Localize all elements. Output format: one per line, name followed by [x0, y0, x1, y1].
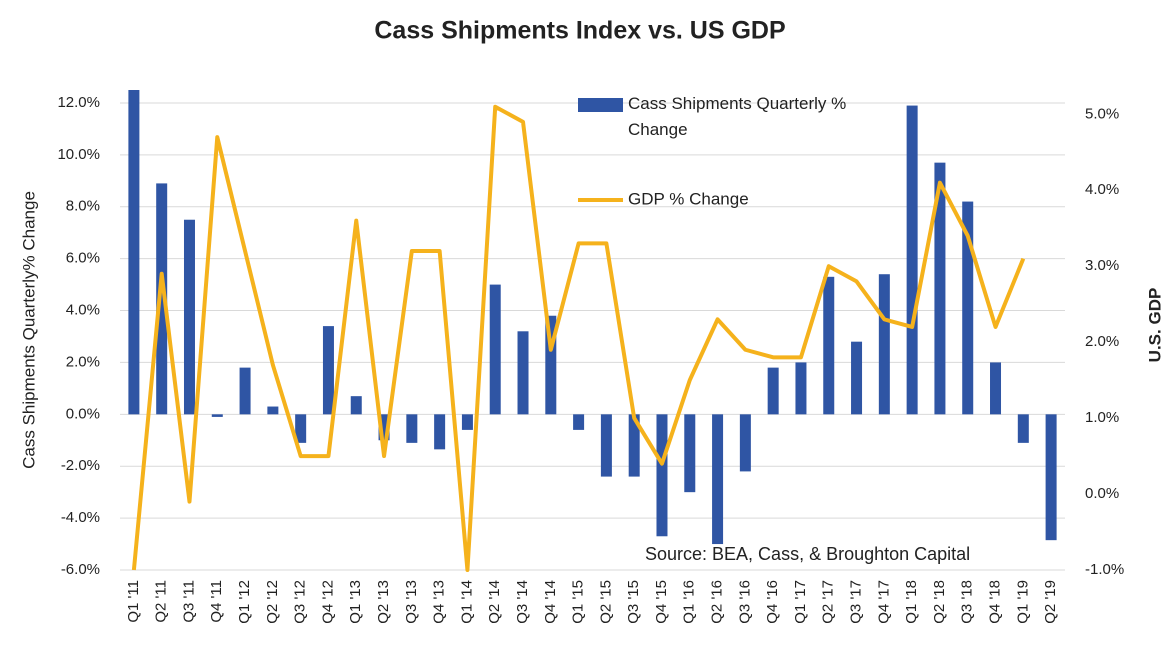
x-tick-label: Q3 '14	[514, 580, 531, 624]
bar	[767, 367, 779, 415]
bar	[656, 414, 668, 537]
y-tick-label: -6.0%	[61, 561, 100, 578]
bar	[322, 326, 334, 415]
legend-swatch	[578, 98, 623, 112]
x-tick-label: Q2 '14	[486, 580, 503, 624]
x-tick-label: Q3 '17	[848, 580, 865, 624]
bar	[267, 406, 279, 415]
bar	[434, 414, 446, 450]
legend-label: Cass Shipments Quarterly % Change	[628, 94, 846, 139]
bar	[350, 396, 362, 415]
bar	[128, 90, 140, 415]
x-tick-label: Q1 '13	[347, 580, 364, 624]
x-tick-label: Q2 '19	[1042, 580, 1059, 624]
bar	[461, 414, 473, 430]
legend-label-line: Cass Shipments Quarterly %	[628, 94, 846, 113]
bar	[684, 414, 696, 493]
bar	[795, 362, 807, 415]
bar	[990, 362, 1002, 415]
x-tick-label: Q2 '11	[153, 580, 170, 623]
x-tick-label: Q2 '18	[931, 580, 948, 624]
y2-tick-label: 0.0%	[1085, 485, 1119, 502]
x-tick-label: Q3 '16	[736, 580, 753, 624]
x-tick-label: Q1 '18	[903, 580, 920, 624]
bar	[962, 201, 974, 415]
bar	[934, 162, 946, 415]
y-tick-label: 0.0%	[66, 405, 100, 422]
x-tick-label: Q4 '17	[875, 580, 892, 624]
bar	[489, 284, 501, 415]
y-tick-label: -2.0%	[61, 457, 100, 474]
x-tick-label: Q4 '16	[764, 580, 781, 624]
y2-tick-label: 2.0%	[1085, 333, 1119, 350]
x-tick-label: Q4 '11	[208, 580, 225, 623]
x-tick-label: Q3 '11	[180, 580, 197, 623]
bar	[545, 315, 557, 415]
bar	[600, 414, 612, 477]
y-tick-label: 2.0%	[66, 353, 100, 370]
bar	[628, 414, 640, 477]
x-tick-label: Q4 '15	[653, 580, 670, 624]
bar	[183, 219, 195, 415]
y-tick-label: 8.0%	[66, 198, 100, 215]
x-tick-label: Q2 '17	[820, 580, 837, 624]
x-tick-label: Q2 '16	[709, 580, 726, 624]
bar	[239, 367, 251, 415]
y2-tick-label: 4.0%	[1085, 181, 1119, 198]
x-tick-label: Q1 '17	[792, 580, 809, 624]
bar	[739, 414, 751, 472]
x-tick-label: Q2 '12	[264, 580, 281, 624]
y2-tick-label: 5.0%	[1085, 105, 1119, 122]
legend-label-line: Change	[628, 120, 688, 139]
y-tick-label: 10.0%	[57, 146, 100, 163]
bar	[1045, 414, 1057, 541]
y2-tick-label: 3.0%	[1085, 257, 1119, 274]
bar	[295, 414, 307, 443]
x-tick-label: Q1 '12	[236, 580, 253, 624]
y-axis-title: Cass Shipments Quarterly% Change	[19, 191, 38, 469]
bar	[211, 414, 223, 417]
source-note: Source: BEA, Cass, & Broughton Capital	[645, 544, 970, 564]
bar	[823, 276, 835, 415]
legend-label: GDP % Change	[628, 189, 749, 208]
x-tick-label: Q1 '16	[681, 580, 698, 624]
bar	[712, 414, 724, 545]
x-tick-label: Q1 '19	[1014, 580, 1031, 624]
x-tick-label: Q2 '13	[375, 580, 392, 624]
x-tick-label: Q4 '13	[431, 580, 448, 624]
x-tick-label: Q3 '12	[292, 580, 309, 624]
bar	[517, 331, 529, 415]
y-tick-label: -4.0%	[61, 509, 100, 526]
x-tick-label: Q2 '15	[597, 580, 614, 624]
y2-axis-title: U.S. GDP	[1145, 288, 1164, 363]
bar	[906, 105, 918, 415]
y2-tick-label: -1.0%	[1085, 561, 1124, 578]
y-tick-label: 12.0%	[57, 94, 100, 111]
y2-tick-label: 1.0%	[1085, 409, 1119, 426]
bar	[378, 414, 390, 441]
x-tick-label: Q3 '15	[625, 580, 642, 624]
bar	[1017, 414, 1029, 443]
bar	[406, 414, 418, 443]
y-tick-label: 4.0%	[66, 302, 100, 319]
x-tick-label: Q1 '14	[458, 580, 475, 624]
x-tick-label: Q3 '18	[959, 580, 976, 624]
bar	[878, 274, 890, 415]
bar	[851, 341, 863, 415]
x-tick-label: Q4 '14	[542, 580, 559, 624]
y-tick-label: 6.0%	[66, 250, 100, 267]
line	[131, 104, 1026, 572]
x-tick-label: Q1 '11	[125, 580, 142, 623]
x-tick-label: Q3 '13	[403, 580, 420, 624]
x-tick-label: Q1 '15	[570, 580, 587, 624]
chart-title: Cass Shipments Index vs. US GDP	[374, 17, 785, 45]
bar	[573, 414, 585, 430]
x-tick-label: Q4 '12	[319, 580, 336, 624]
bar	[156, 183, 168, 415]
x-tick-label: Q4 '18	[986, 580, 1003, 624]
